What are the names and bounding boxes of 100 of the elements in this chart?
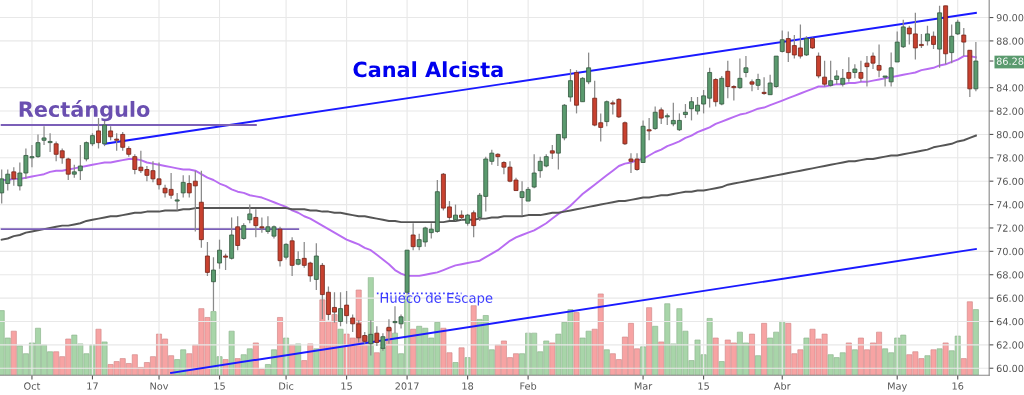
bar xyxy=(851,349,858,376)
bar xyxy=(936,348,943,376)
candlestick xyxy=(11,166,17,187)
y-tick-label: 60.00 xyxy=(996,364,1024,373)
x-tick-label: Abr xyxy=(773,382,791,390)
candlestick xyxy=(531,153,537,189)
bar xyxy=(603,349,610,376)
bar xyxy=(313,348,320,376)
candlestick xyxy=(338,291,343,327)
bar xyxy=(646,307,653,376)
bar xyxy=(101,341,108,376)
candlestick xyxy=(410,222,416,251)
candlestick xyxy=(779,29,785,54)
y-tick-label: 72.00 xyxy=(996,224,1024,232)
candlestick xyxy=(374,325,380,347)
y-tick-label: 90.00 xyxy=(996,14,1024,22)
y-tick-label: 66.00 xyxy=(996,294,1024,302)
bar xyxy=(718,361,725,376)
x-tick-label: 2017 xyxy=(395,382,419,390)
candlestick xyxy=(846,56,852,83)
candlestick xyxy=(495,152,501,167)
candlestick xyxy=(205,241,210,277)
bar xyxy=(277,317,283,376)
candlestick xyxy=(211,256,216,312)
y-tick-label: 68.00 xyxy=(996,271,1024,279)
bar xyxy=(658,341,665,376)
bar xyxy=(942,342,949,376)
x-tick-label: Oct xyxy=(24,382,41,390)
candlestick xyxy=(761,76,767,96)
bar xyxy=(972,309,979,376)
x-tick-label: 15 xyxy=(698,382,709,390)
bar xyxy=(803,337,810,376)
candlestick xyxy=(652,105,658,131)
candlestick xyxy=(604,99,610,127)
y-tick-label: 64.00 xyxy=(996,317,1024,326)
y-tick-label: 82.00 xyxy=(996,107,1024,115)
y-tick-label: 74.00 xyxy=(996,201,1024,209)
y-tick-label: 70.00 xyxy=(996,247,1024,256)
bar xyxy=(337,328,344,376)
y-tick-label: 62.00 xyxy=(996,341,1024,349)
bar xyxy=(228,330,235,376)
bar xyxy=(95,328,102,376)
bar xyxy=(458,347,465,376)
candlestick xyxy=(713,77,719,108)
candlestick xyxy=(247,203,253,224)
y-tick-label: 88.00 xyxy=(996,37,1024,45)
bar xyxy=(470,305,477,376)
x-tick-label: 16 xyxy=(952,382,964,390)
bar xyxy=(652,325,659,376)
candlestick xyxy=(259,216,265,234)
candlestick xyxy=(858,60,864,83)
bar xyxy=(373,352,380,376)
y-tick-label: 86.28 xyxy=(996,57,1024,65)
x-tick-label: Mar xyxy=(634,382,653,390)
candlestick xyxy=(876,43,882,78)
x-tick-label: 15 xyxy=(341,382,352,390)
candlestick xyxy=(41,125,47,146)
candlestick xyxy=(749,78,755,92)
y-tick-label: 80.00 xyxy=(996,130,1024,139)
candlestick xyxy=(822,60,828,88)
candlestick xyxy=(816,51,821,79)
x-tick-label: 17 xyxy=(87,382,98,390)
bar xyxy=(761,322,768,376)
candlestick xyxy=(77,144,83,181)
bar xyxy=(924,355,931,376)
y-tick-label: 84.00 xyxy=(996,84,1024,92)
candlestick xyxy=(925,25,930,47)
bar xyxy=(410,328,417,376)
candlestick xyxy=(235,215,241,251)
candlestick xyxy=(743,55,749,78)
candlestick xyxy=(961,27,967,57)
candlestick xyxy=(313,242,319,291)
bar xyxy=(573,312,580,376)
candlestick xyxy=(755,73,761,91)
bar xyxy=(755,355,761,376)
candlestick xyxy=(180,174,186,199)
annotation: Canal Alcista xyxy=(353,61,503,78)
y-tick-label: 78.00 xyxy=(996,154,1024,162)
bar xyxy=(712,337,719,376)
candlestick xyxy=(646,117,652,141)
candlestick xyxy=(828,60,834,88)
candlestick xyxy=(47,132,53,153)
bar xyxy=(10,330,17,376)
x-tick-label: Nov xyxy=(150,382,169,390)
candlestick xyxy=(852,63,858,79)
x-tick-label: Feb xyxy=(520,382,537,390)
candlestick xyxy=(229,216,235,261)
bar xyxy=(749,333,755,376)
bar xyxy=(845,342,852,376)
x-tick-label: May xyxy=(888,382,907,392)
candlestick xyxy=(737,57,743,90)
x-tick-label: 15 xyxy=(214,382,225,390)
x-tick-label: 18 xyxy=(462,382,474,390)
bar xyxy=(452,362,459,376)
candlestick xyxy=(217,239,222,270)
candlestick xyxy=(568,68,573,103)
line-series xyxy=(0,134,977,241)
candlestick xyxy=(253,208,259,238)
y-tick-label: 76.00 xyxy=(996,177,1024,186)
candlestick xyxy=(344,290,350,325)
